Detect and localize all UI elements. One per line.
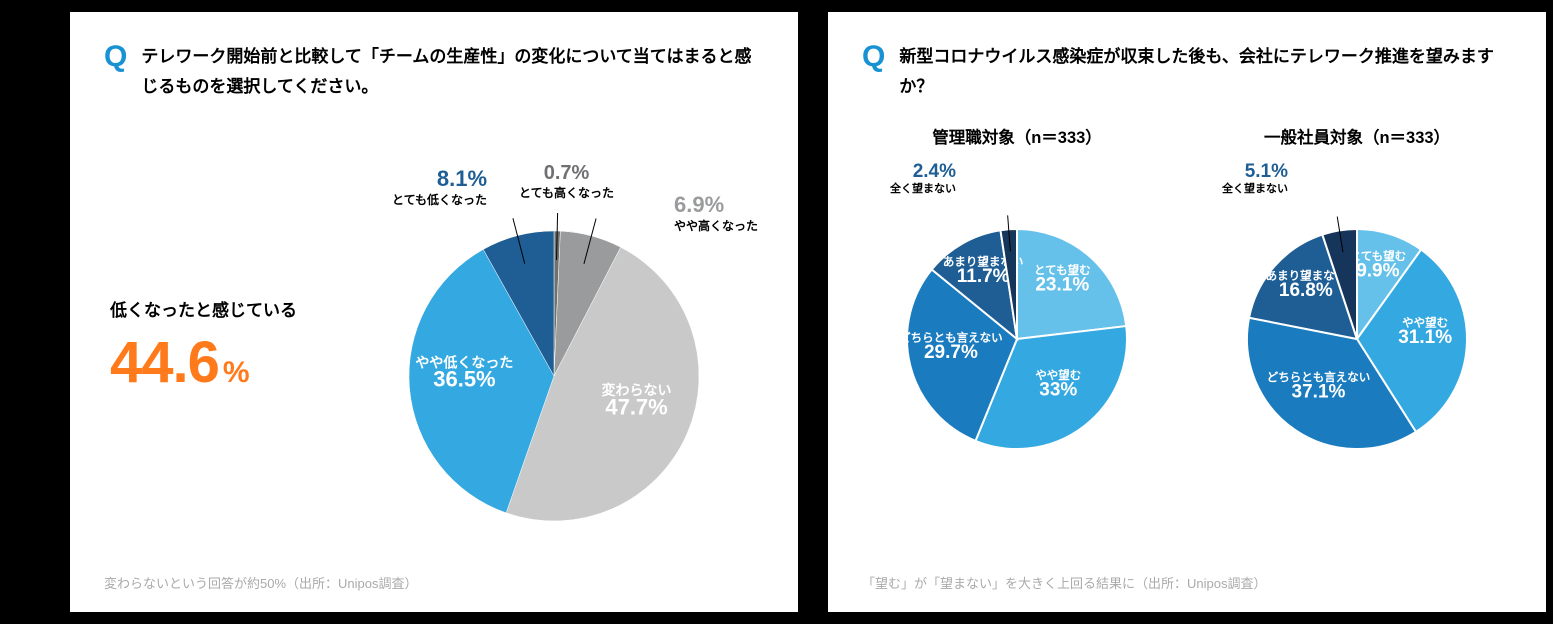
svg-text:16.8%: 16.8%: [1279, 280, 1333, 301]
right-body: 管理職対象（n＝333） 23.1%とても望む33%やや望む29.7%どちらとも…: [862, 120, 1512, 574]
callout-not-at-all: 5.1% 全く望まない: [1222, 160, 1288, 198]
callout-pct: 2.4%: [890, 160, 956, 184]
left-body: 低くなったと感じている 44.6 % 47.7%変わらない 36.5%やや低くなっ…: [104, 120, 764, 574]
svg-text:とても望む: とても望む: [1350, 248, 1407, 262]
callout-some-high: 6.9% やや高くなった: [674, 191, 758, 234]
svg-text:47.7%: 47.7%: [605, 395, 667, 420]
svg-text:31.1%: 31.1%: [1398, 327, 1452, 348]
svg-text:やや望む: やや望む: [1402, 315, 1448, 329]
svg-text:23.1%: 23.1%: [1035, 274, 1089, 295]
callout-pct: 6.9%: [674, 191, 758, 219]
callout-very-high: 0.7% とても高くなった: [519, 161, 614, 201]
svg-text:とても望む: とても望む: [1034, 262, 1091, 276]
mini-chart-title: 一般社員対象（n＝333）: [1264, 124, 1450, 148]
left-card: Q テレワーク開始前と比較して「チームの生産性」の変化について当てはまると感じる…: [70, 12, 798, 612]
mini-chart-managers: 管理職対象（n＝333） 23.1%とても望む 33%やや望む 29.7%どちらとも…: [862, 124, 1172, 574]
left-pie-container: 47.7%変わらない 36.5%やや低くなった 0.7% とても高くなった 6.9…: [344, 161, 764, 531]
callout-label: とても高くなった: [519, 186, 614, 201]
svg-text:11.7%: 11.7%: [957, 266, 1010, 287]
svg-text:どちらとも言えない: どちらとも言えない: [899, 330, 1003, 344]
mini-pie-container: 23.1%とても望む33%やや望む29.7%どちらとも言えない11.7%あまり望…: [862, 154, 1172, 474]
right-pie-1: 9.9%とても望む31.1%やや望む37.1%どちらとも言えない16.8%あまり…: [1202, 154, 1512, 474]
stat-label: 低くなったと感じている: [110, 296, 334, 321]
svg-text:9.9%: 9.9%: [1356, 260, 1399, 281]
mini-chart-staff: 一般社員対象（n＝333） 9.9%とても望む 31.1%やや望む 37.1%どちら…: [1202, 124, 1512, 574]
svg-text:変わらない: 変わらない: [602, 382, 672, 398]
svg-text:やや望む: やや望む: [1035, 368, 1081, 382]
footnote: 変わらないという回答が約50%（出所：Unipos調査）: [104, 573, 764, 592]
right-pie-0: 23.1%とても望む33%やや望む29.7%どちらとも言えない11.7%あまり望…: [862, 154, 1172, 474]
callout-label: 全く望まない: [1222, 183, 1288, 197]
svg-text:33%: 33%: [1039, 379, 1077, 400]
callout-pct: 8.1%: [392, 165, 487, 193]
stat-value: 44.6 %: [110, 329, 334, 396]
svg-text:やや低くなった: やや低くなった: [415, 355, 513, 371]
stat-unit: %: [223, 356, 250, 390]
mini-chart-title: 管理職対象（n＝333）: [932, 124, 1102, 148]
question-text: 新型コロナウイルス感染症が収束した後も、会社にテレワーク推進を望みますか？: [899, 42, 1512, 102]
svg-text:36.5%: 36.5%: [433, 367, 495, 392]
svg-text:29.7%: 29.7%: [924, 342, 978, 363]
callout-label: とても低くなった: [392, 193, 487, 208]
q-mark-icon: Q: [862, 42, 885, 72]
callout-not-at-all: 2.4% 全く望まない: [890, 160, 956, 198]
question-row: Q 新型コロナウイルス感染症が収束した後も、会社にテレワーク推進を望みますか？: [862, 42, 1512, 102]
stat-number: 44.6: [110, 329, 219, 396]
mini-pie-container: 9.9%とても望む31.1%やや望む37.1%どちらとも言えない16.8%あまり…: [1202, 154, 1512, 474]
question-row: Q テレワーク開始前と比較して「チームの生産性」の変化について当てはまると感じる…: [104, 42, 764, 102]
svg-text:37.1%: 37.1%: [1292, 381, 1346, 402]
callout-pct: 5.1%: [1222, 160, 1288, 184]
highlight-stat: 低くなったと感じている 44.6 %: [104, 296, 334, 396]
callout-very-low: 8.1% とても低くなった: [392, 165, 487, 208]
callout-pct: 0.7%: [519, 161, 614, 186]
callout-label: 全く望まない: [890, 183, 956, 197]
q-mark-icon: Q: [104, 42, 127, 72]
svg-text:どちらとも言えない: どちらとも言えない: [1267, 370, 1371, 384]
right-card: Q 新型コロナウイルス感染症が収束した後も、会社にテレワーク推進を望みますか？ …: [828, 12, 1546, 612]
question-text: テレワーク開始前と比較して「チームの生産性」の変化について当てはまると感じるもの…: [141, 42, 764, 102]
footnote: 「望む」が「望まない」を大きく上回る結果に（出所：Unipos調査）: [862, 573, 1512, 592]
callout-label: やや高くなった: [674, 219, 758, 234]
